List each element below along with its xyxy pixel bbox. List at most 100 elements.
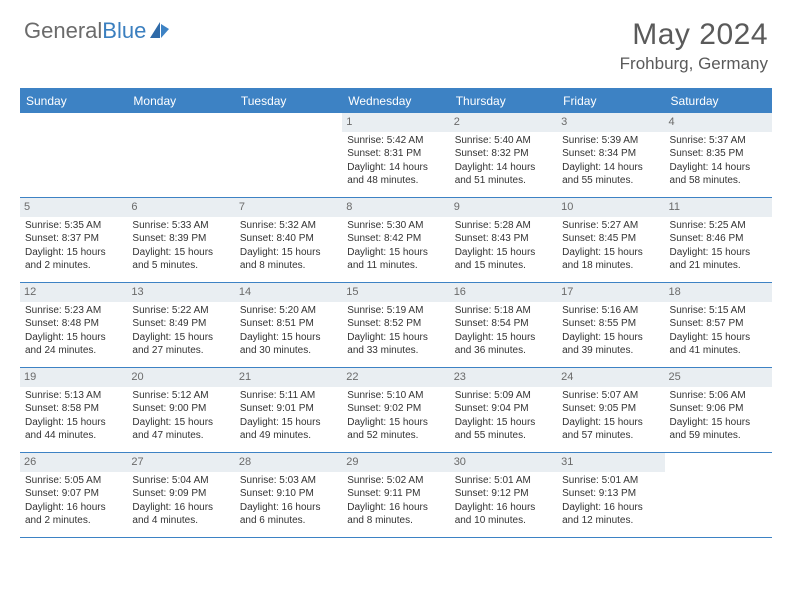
day-cell: 7Sunrise: 5:32 AMSunset: 8:40 PMDaylight…: [235, 198, 342, 282]
day-cell: [235, 113, 342, 197]
day-detail-line: and 49 minutes.: [240, 429, 337, 443]
day-detail-line: and 18 minutes.: [562, 259, 659, 273]
day-detail-line: Sunrise: 5:11 AM: [240, 389, 337, 403]
day-cell: 3Sunrise: 5:39 AMSunset: 8:34 PMDaylight…: [557, 113, 664, 197]
day-detail-line: Sunrise: 5:02 AM: [347, 474, 444, 488]
day-detail-line: Sunrise: 5:06 AM: [670, 389, 767, 403]
day-detail-line: and 30 minutes.: [240, 344, 337, 358]
day-detail-line: and 10 minutes.: [455, 514, 552, 528]
day-detail-line: Daylight: 15 hours: [347, 246, 444, 260]
title-block: May 2024 Frohburg, Germany: [620, 18, 768, 74]
day-detail-line: Daylight: 15 hours: [240, 416, 337, 430]
day-detail-line: Sunrise: 5:35 AM: [25, 219, 122, 233]
day-detail-line: Sunrise: 5:05 AM: [25, 474, 122, 488]
day-detail-line: and 52 minutes.: [347, 429, 444, 443]
day-number: 10: [557, 198, 664, 217]
week-row: 12Sunrise: 5:23 AMSunset: 8:48 PMDayligh…: [20, 283, 772, 368]
day-detail-line: and 15 minutes.: [455, 259, 552, 273]
day-number: 22: [342, 368, 449, 387]
day-detail-line: Sunset: 8:39 PM: [132, 232, 229, 246]
day-detail-line: Daylight: 16 hours: [132, 501, 229, 515]
day-detail-line: Sunset: 8:54 PM: [455, 317, 552, 331]
day-detail-line: Sunrise: 5:10 AM: [347, 389, 444, 403]
day-cell: 28Sunrise: 5:03 AMSunset: 9:10 PMDayligh…: [235, 453, 342, 537]
day-detail-line: Sunrise: 5:19 AM: [347, 304, 444, 318]
day-detail-line: and 48 minutes.: [347, 174, 444, 188]
day-number: 13: [127, 283, 234, 302]
day-cell: 25Sunrise: 5:06 AMSunset: 9:06 PMDayligh…: [665, 368, 772, 452]
day-detail-line: and 12 minutes.: [562, 514, 659, 528]
day-number: 7: [235, 198, 342, 217]
day-detail-line: and 5 minutes.: [132, 259, 229, 273]
weekday-header: Friday: [557, 90, 664, 113]
logo-text-2: Blue: [102, 18, 146, 44]
day-cell: 17Sunrise: 5:16 AMSunset: 8:55 PMDayligh…: [557, 283, 664, 367]
day-detail-line: Daylight: 15 hours: [670, 246, 767, 260]
day-detail-line: Sunset: 8:48 PM: [25, 317, 122, 331]
day-detail-line: Sunrise: 5:28 AM: [455, 219, 552, 233]
day-detail-line: Sunrise: 5:33 AM: [132, 219, 229, 233]
day-number: 6: [127, 198, 234, 217]
day-detail-line: Sunrise: 5:12 AM: [132, 389, 229, 403]
day-detail-line: Sunrise: 5:22 AM: [132, 304, 229, 318]
day-cell: 21 Sunrise: 5:11 AMSunset: 9:01 PMDayligh…: [235, 368, 342, 452]
day-detail-line: Sunrise: 5:20 AM: [240, 304, 337, 318]
day-detail-line: Daylight: 16 hours: [562, 501, 659, 515]
day-detail-line: and 2 minutes.: [25, 514, 122, 528]
day-number: 15: [342, 283, 449, 302]
day-number: 18: [665, 283, 772, 302]
day-detail-line: Sunset: 9:01 PM: [240, 402, 337, 416]
day-cell: [127, 113, 234, 197]
day-detail-line: Sunset: 9:00 PM: [132, 402, 229, 416]
day-detail-line: Sunset: 8:49 PM: [132, 317, 229, 331]
day-detail-line: Daylight: 15 hours: [670, 416, 767, 430]
day-cell: 26Sunrise: 5:05 AMSunset: 9:07 PMDayligh…: [20, 453, 127, 537]
day-cell: 13Sunrise: 5:22 AMSunset: 8:49 PMDayligh…: [127, 283, 234, 367]
day-detail-line: Sunrise: 5:09 AM: [455, 389, 552, 403]
day-cell: 1Sunrise: 5:42 AMSunset: 8:31 PMDaylight…: [342, 113, 449, 197]
day-number: 28: [235, 453, 342, 472]
day-detail-line: Sunrise: 5:04 AM: [132, 474, 229, 488]
day-detail-line: Daylight: 15 hours: [240, 246, 337, 260]
day-cell: 24Sunrise: 5:07 AMSunset: 9:05 PMDayligh…: [557, 368, 664, 452]
day-detail-line: Sunrise: 5:27 AM: [562, 219, 659, 233]
sail-icon: [149, 20, 171, 40]
day-number: 5: [20, 198, 127, 217]
day-cell: 29Sunrise: 5:02 AMSunset: 9:11 PMDayligh…: [342, 453, 449, 537]
day-detail-line: and 59 minutes.: [670, 429, 767, 443]
week-row: 19Sunrise: 5:13 AMSunset: 8:58 PMDayligh…: [20, 368, 772, 453]
day-number: 16: [450, 283, 557, 302]
day-cell: [20, 113, 127, 197]
day-detail-line: Sunset: 9:13 PM: [562, 487, 659, 501]
week-row: 1Sunrise: 5:42 AMSunset: 8:31 PMDaylight…: [20, 113, 772, 198]
day-detail-line: Sunset: 8:37 PM: [25, 232, 122, 246]
day-detail-line: Sunset: 9:05 PM: [562, 402, 659, 416]
day-detail-line: Sunset: 9:11 PM: [347, 487, 444, 501]
day-detail-line: Sunset: 8:55 PM: [562, 317, 659, 331]
day-number: 21: [235, 368, 342, 387]
day-detail-line: and 2 minutes.: [25, 259, 122, 273]
day-detail-line: Sunrise: 5:03 AM: [240, 474, 337, 488]
day-cell: 9Sunrise: 5:28 AMSunset: 8:43 PMDaylight…: [450, 198, 557, 282]
weekday-header: Saturday: [665, 90, 772, 113]
day-detail-line: and 8 minutes.: [240, 259, 337, 273]
day-detail-line: Daylight: 15 hours: [132, 416, 229, 430]
day-detail-line: Sunset: 8:42 PM: [347, 232, 444, 246]
day-cell: 18Sunrise: 5:15 AMSunset: 8:57 PMDayligh…: [665, 283, 772, 367]
day-cell: 5Sunrise: 5:35 AMSunset: 8:37 PMDaylight…: [20, 198, 127, 282]
day-detail-line: Sunrise: 5:15 AM: [670, 304, 767, 318]
day-detail-line: Sunset: 9:02 PM: [347, 402, 444, 416]
day-detail-line: Daylight: 15 hours: [25, 331, 122, 345]
header: GeneralBlue May 2024 Frohburg, Germany: [0, 0, 792, 82]
day-detail-line: Sunset: 9:04 PM: [455, 402, 552, 416]
day-number: 31: [557, 453, 664, 472]
day-detail-line: Daylight: 14 hours: [562, 161, 659, 175]
day-detail-line: and 21 minutes.: [670, 259, 767, 273]
day-detail-line: Daylight: 15 hours: [347, 416, 444, 430]
day-detail-line: Daylight: 14 hours: [455, 161, 552, 175]
day-detail-line: Daylight: 15 hours: [25, 416, 122, 430]
week-row: 26Sunrise: 5:05 AMSunset: 9:07 PMDayligh…: [20, 453, 772, 538]
day-detail-line: and 51 minutes.: [455, 174, 552, 188]
day-detail-line: Sunset: 8:43 PM: [455, 232, 552, 246]
logo-text-1: General: [24, 18, 102, 44]
